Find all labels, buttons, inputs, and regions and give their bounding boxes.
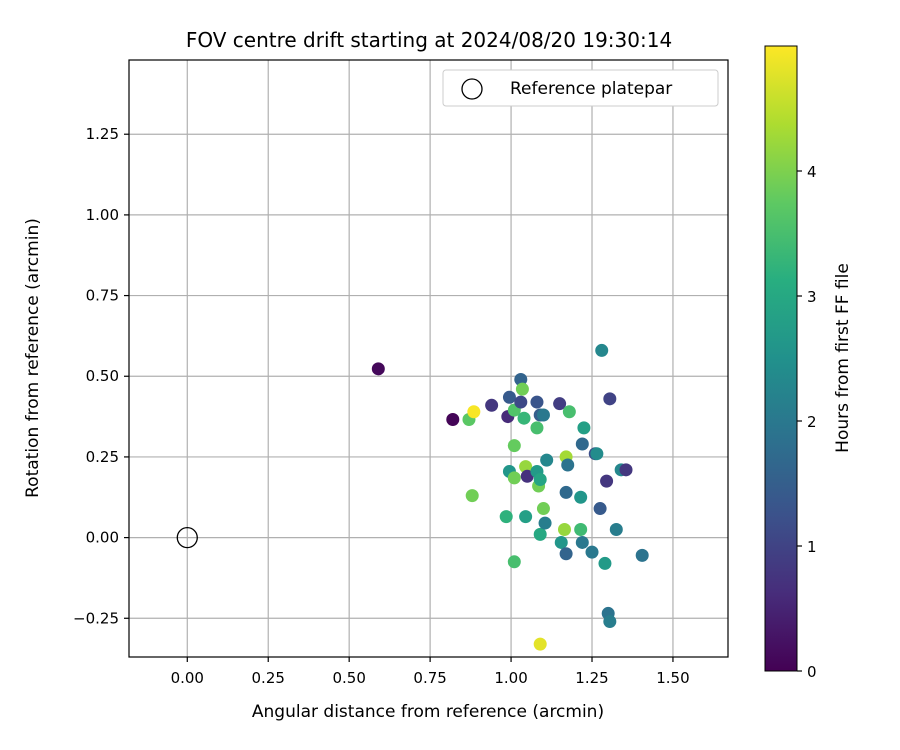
data-point	[507, 471, 521, 485]
legend-reference-marker-icon	[461, 78, 483, 100]
data-point	[574, 523, 588, 537]
data-point	[553, 397, 567, 411]
data-point	[561, 458, 575, 472]
x-tick-label: 1.50	[656, 669, 689, 687]
x-axis-label: Angular distance from reference (arcmin)	[252, 702, 604, 722]
data-point	[446, 412, 460, 426]
y-tick-label: 1.25	[86, 125, 119, 143]
data-point	[533, 637, 547, 651]
data-point	[502, 390, 516, 404]
data-point	[519, 460, 533, 474]
data-point	[585, 545, 599, 559]
data-point	[540, 453, 554, 467]
x-tick-label: 0.00	[171, 669, 204, 687]
colorbar-label: Hours from first FF file	[833, 263, 853, 453]
data-point	[467, 405, 481, 419]
data-point	[603, 615, 617, 629]
plot-area-frame	[128, 59, 729, 658]
colorbar-gradient	[764, 45, 798, 672]
legend: Reference platepar	[442, 69, 719, 107]
data-point	[536, 408, 550, 422]
data-point	[575, 437, 589, 451]
x-tick-label: 0.75	[413, 669, 446, 687]
data-point	[507, 555, 521, 569]
data-point	[533, 473, 547, 487]
data-point	[590, 447, 604, 461]
reference-platepar-marker	[176, 526, 198, 549]
data-point	[595, 343, 609, 357]
data-point	[562, 405, 576, 419]
data-point	[530, 395, 544, 409]
legend-box	[442, 69, 719, 107]
colorbar-tick-label: 3	[807, 288, 817, 306]
data-point	[533, 527, 547, 541]
x-tick-label: 0.25	[252, 669, 285, 687]
x-tick-label: 0.50	[332, 669, 365, 687]
legend-entry-reference-platepar: Reference platepar	[510, 79, 672, 99]
data-point	[600, 474, 614, 488]
y-tick-label: −0.25	[73, 609, 119, 627]
y-tick-label: 0.00	[86, 529, 119, 547]
colorbar-tick-label: 4	[807, 163, 817, 181]
y-tick-label: 0.25	[86, 448, 119, 466]
data-point	[485, 398, 499, 412]
data-point	[619, 463, 633, 477]
data-point	[515, 382, 529, 396]
data-point	[520, 469, 534, 483]
y-axis-label: Rotation from reference (arcmin)	[23, 218, 43, 498]
data-point	[593, 502, 607, 516]
y-tick-label: 0.75	[86, 287, 119, 305]
colorbar-tick-label: 0	[807, 663, 817, 681]
colorbar-tick-label: 1	[807, 538, 817, 556]
data-point	[635, 548, 649, 562]
data-point	[371, 362, 385, 376]
y-tick-label: 0.50	[86, 367, 119, 385]
data-point	[575, 535, 589, 549]
data-point	[514, 372, 528, 386]
reference-marker-layer	[176, 526, 198, 549]
data-point	[577, 421, 591, 435]
chart-title: FOV centre drift starting at 2024/08/20 …	[186, 28, 672, 52]
y-tick-label: 1.00	[86, 206, 119, 224]
data-points	[371, 343, 649, 651]
data-point	[557, 523, 571, 537]
data-point	[536, 502, 550, 516]
axis-ticks: 0.00 0.25 0.50 0.75 1.00 1.25 1.50 −0.25 0.00 0.2…	[73, 125, 690, 687]
colorbar-tick-label: 2	[807, 413, 817, 431]
data-point	[598, 556, 612, 570]
x-tick-label: 1.25	[575, 669, 608, 687]
data-point	[603, 392, 617, 406]
data-point	[538, 516, 552, 530]
data-point	[507, 439, 521, 453]
data-point	[530, 421, 544, 435]
x-tick-label: 1.00	[494, 669, 527, 687]
data-point	[559, 485, 573, 499]
data-point	[554, 535, 568, 549]
data-point	[465, 489, 479, 503]
colorbar: 0 1 2 3 4 Hours from first FF file	[764, 45, 853, 681]
colorbar-ticks: 0 1 2 3 4	[797, 163, 817, 681]
data-point	[517, 411, 531, 425]
data-point	[499, 510, 513, 524]
data-point	[609, 523, 623, 537]
data-point	[519, 510, 533, 524]
data-point	[574, 490, 588, 504]
grid-lines	[129, 60, 728, 657]
data-point	[514, 395, 528, 409]
data-point	[559, 547, 573, 561]
